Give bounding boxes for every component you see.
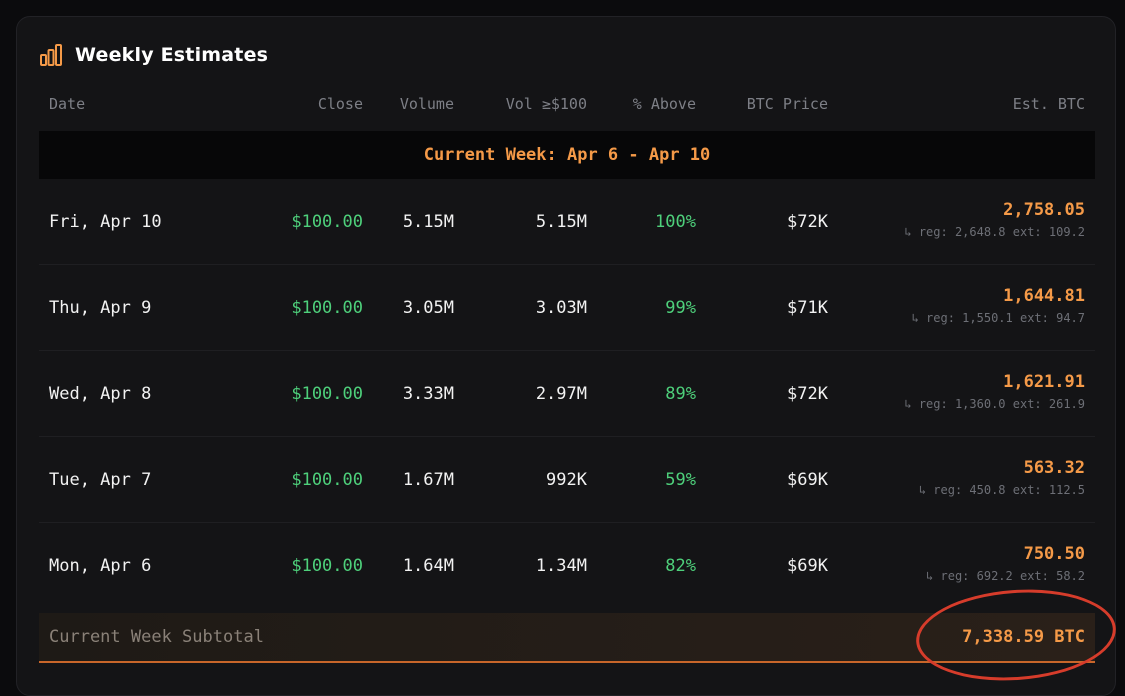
row-close: $100.00 (291, 470, 363, 490)
row-above: 59% (665, 470, 696, 490)
row-volume: 5.15M (402, 212, 454, 232)
column-header-close[interactable]: Close (317, 95, 363, 113)
row-est-btc: 1,621.91 ↳ reg: 1,360.0 ext: 261.9 (904, 370, 1085, 412)
bar-chart-icon (39, 43, 63, 67)
column-header-above[interactable]: % Above (632, 95, 696, 113)
row-est-btc: 1,644.81 ↳ reg: 1,550.1 ext: 94.7 (912, 284, 1085, 326)
row-btc-price: $69K (787, 556, 828, 576)
row-vol100: 3.03M (535, 298, 587, 318)
row-est-value: 563.32 (1023, 458, 1085, 478)
subtotal-label: Current Week Subtotal (49, 627, 264, 647)
table-row[interactable]: Wed, Apr 8 $100.00 3.33M 2.97M 89% $72K … (39, 351, 1095, 437)
column-header-btc-price[interactable]: BTC Price (746, 95, 828, 113)
row-est-btc: 2,758.05 ↳ reg: 2,648.8 ext: 109.2 (904, 198, 1085, 240)
row-est-breakdown: ↳ reg: 1,550.1 ext: 94.7 (911, 311, 1085, 325)
row-est-value: 1,644.81 (1003, 286, 1085, 306)
table-row[interactable]: Mon, Apr 6 $100.00 1.64M 1.34M 82% $69K … (39, 523, 1095, 609)
card-title: Weekly Estimates (75, 44, 269, 66)
subtotal-value: 7,338.59 BTC (962, 627, 1085, 647)
row-est-value: 2,758.05 (1003, 200, 1085, 220)
row-above: 100% (655, 212, 696, 232)
column-header-volume[interactable]: Volume (399, 95, 454, 113)
row-est-breakdown: ↳ reg: 692.2 ext: 58.2 (926, 569, 1085, 583)
row-est-btc: 750.50 ↳ reg: 692.2 ext: 58.2 (926, 542, 1085, 584)
row-date: Fri, Apr 10 (49, 212, 162, 232)
table-row[interactable]: Thu, Apr 9 $100.00 3.05M 3.03M 99% $71K … (39, 265, 1095, 351)
row-date: Tue, Apr 7 (49, 470, 152, 490)
row-close: $100.00 (291, 384, 363, 404)
column-header-date[interactable]: Date (49, 95, 86, 113)
row-close: $100.00 (291, 298, 363, 318)
table-row[interactable]: Tue, Apr 7 $100.00 1.67M 992K 59% $69K 5… (39, 437, 1095, 523)
row-volume: 3.05M (402, 298, 454, 318)
row-date: Mon, Apr 6 (49, 556, 152, 576)
row-volume: 1.67M (402, 470, 454, 490)
row-above: 99% (665, 298, 696, 318)
card-header: Weekly Estimates (39, 41, 268, 69)
row-est-btc: 563.32 ↳ reg: 450.8 ext: 112.5 (919, 456, 1085, 498)
row-est-breakdown: ↳ reg: 1,360.0 ext: 261.9 (904, 397, 1085, 411)
row-date: Wed, Apr 8 (49, 384, 152, 404)
row-btc-price: $72K (787, 212, 828, 232)
row-est-breakdown: ↳ reg: 450.8 ext: 112.5 (918, 483, 1085, 497)
row-vol100: 5.15M (535, 212, 587, 232)
row-volume: 3.33M (402, 384, 454, 404)
column-header-vol100[interactable]: Vol ≥$100 (505, 95, 587, 113)
table-header: Date Close Volume Vol ≥$100 % Above BTC … (39, 95, 1095, 123)
column-header-est-btc[interactable]: Est. BTC (1012, 95, 1085, 113)
row-close: $100.00 (291, 556, 363, 576)
row-close: $100.00 (291, 212, 363, 232)
subtotal-row: Current Week Subtotal 7,338.59 BTC (39, 613, 1095, 663)
row-date: Thu, Apr 9 (49, 298, 152, 318)
row-est-breakdown: ↳ reg: 2,648.8 ext: 109.2 (904, 225, 1085, 239)
current-week-banner: Current Week: Apr 6 - Apr 10 (39, 131, 1095, 179)
row-vol100: 2.97M (535, 384, 587, 404)
weekly-estimates-card: Weekly Estimates Date Close Volume Vol ≥… (16, 16, 1116, 696)
row-btc-price: $69K (787, 470, 828, 490)
row-above: 89% (665, 384, 696, 404)
row-est-value: 1,621.91 (1003, 372, 1085, 392)
table-row[interactable]: Fri, Apr 10 $100.00 5.15M 5.15M 100% $72… (39, 179, 1095, 265)
row-btc-price: $71K (787, 298, 828, 318)
row-est-value: 750.50 (1023, 544, 1085, 564)
row-btc-price: $72K (787, 384, 828, 404)
row-vol100: 992K (546, 470, 587, 490)
row-vol100: 1.34M (535, 556, 587, 576)
row-volume: 1.64M (402, 556, 454, 576)
row-above: 82% (665, 556, 696, 576)
